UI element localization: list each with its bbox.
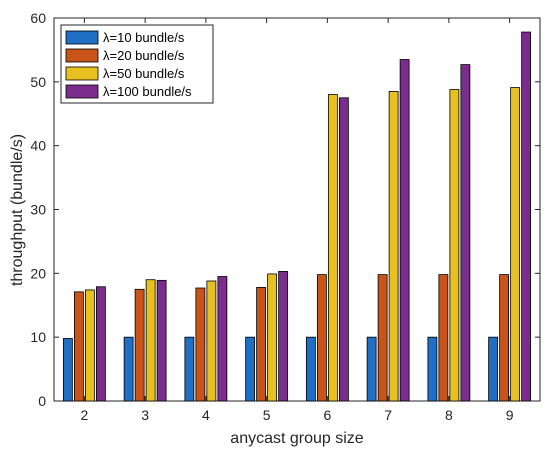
y-tick-label: 10 [30, 329, 46, 345]
bar-8-series-3 [449, 89, 460, 402]
bar-9-series-4 [521, 31, 532, 402]
x-axis-label: anycast group size [230, 430, 364, 447]
bar-2-series-4 [95, 286, 106, 402]
y-axis-label: throughput (bundle/s) [9, 134, 26, 286]
y-tick-label: 50 [30, 74, 46, 90]
y-tick-label: 30 [30, 202, 46, 218]
x-tick-label: 7 [384, 407, 392, 423]
bar-4-series-1 [184, 336, 195, 402]
bar-9-series-2 [499, 274, 510, 402]
bar-5-series-3 [267, 273, 278, 402]
bar-4-series-3 [206, 280, 217, 402]
bar-6-series-4 [338, 97, 349, 402]
bar-7-series-1 [366, 336, 377, 402]
legend-swatch-series-1 [65, 30, 99, 45]
bar-5-series-4 [278, 271, 289, 402]
x-tick-label: 8 [445, 407, 453, 423]
bar-8-series-1 [427, 336, 438, 402]
legend-swatch-series-4 [65, 84, 99, 99]
bar-2-series-2 [73, 291, 84, 402]
legend-label-series-1: λ=10 bundle/s [103, 30, 185, 45]
x-tick-label: 2 [80, 407, 88, 423]
bar-5-series-1 [245, 336, 256, 402]
x-tick-label: 4 [202, 407, 210, 423]
y-tick-label: 0 [38, 393, 46, 409]
bar-8-series-4 [460, 64, 471, 402]
x-tick-label: 3 [141, 407, 149, 423]
legend-swatch-series-3 [65, 66, 99, 81]
bar-3-series-4 [156, 279, 167, 402]
y-tick-label: 40 [30, 138, 46, 154]
bar-3-series-3 [145, 279, 156, 402]
legend-swatch-series-2 [65, 48, 99, 63]
x-tick-label: 6 [323, 407, 331, 423]
bar-5-series-2 [256, 286, 267, 402]
bar-7-series-3 [388, 91, 399, 402]
y-tick-label: 60 [30, 10, 46, 26]
bar-4-series-2 [195, 287, 206, 402]
bar-7-series-4 [399, 59, 410, 402]
bar-6-series-3 [327, 94, 338, 402]
bars-group [62, 31, 532, 402]
y-tick-label: 20 [30, 265, 46, 281]
bar-8-series-2 [438, 274, 449, 402]
bar-3-series-1 [123, 336, 134, 402]
bar-2-series-1 [62, 338, 73, 402]
bar-3-series-2 [134, 288, 145, 402]
bar-6-series-2 [316, 274, 327, 402]
bar-7-series-2 [377, 274, 388, 402]
bar-4-series-4 [217, 276, 228, 402]
y-ticks: 0 10 20 30 40 50 60 [30, 10, 540, 409]
x-tick-label: 5 [263, 407, 271, 423]
bar-6-series-1 [305, 336, 316, 402]
bar-2-series-3 [84, 289, 95, 402]
legend-label-series-4: λ=100 bundle/s [103, 84, 192, 99]
legend-label-series-3: λ=50 bundle/s [103, 66, 185, 81]
x-ticks: 2 3 4 5 6 7 8 9 [80, 18, 514, 423]
legend-label-series-2: λ=20 bundle/s [103, 48, 185, 63]
bar-9-series-3 [510, 87, 521, 402]
bar-9-series-1 [488, 336, 499, 402]
x-tick-label: 9 [506, 407, 514, 423]
legend: λ=10 bundle/s λ=20 bundle/s λ=50 bundle/s λ… [60, 24, 214, 104]
